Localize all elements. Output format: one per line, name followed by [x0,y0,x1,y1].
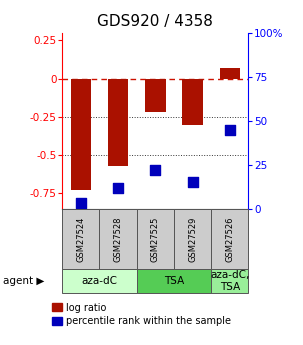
Text: GSM27526: GSM27526 [225,216,234,262]
Point [227,127,232,132]
Bar [182,79,203,125]
FancyBboxPatch shape [99,209,137,269]
FancyBboxPatch shape [62,209,99,269]
Text: aza-dC: aza-dC [82,276,117,286]
Text: GSM27528: GSM27528 [114,216,122,262]
FancyBboxPatch shape [211,209,248,269]
FancyBboxPatch shape [137,209,174,269]
Bar [71,79,91,190]
Text: GSM27524: GSM27524 [76,216,85,262]
Bar [220,68,240,79]
Text: TSA: TSA [164,276,184,286]
Point [153,167,158,173]
Bar [108,79,128,166]
Title: GDS920 / 4358: GDS920 / 4358 [97,14,213,29]
Text: GSM27529: GSM27529 [188,216,197,262]
Text: GSM27525: GSM27525 [151,216,160,262]
FancyBboxPatch shape [137,269,211,293]
Point [78,201,83,206]
Bar [145,79,165,112]
Point [190,179,195,185]
Legend: log ratio, percentile rank within the sample: log ratio, percentile rank within the sa… [52,303,231,326]
FancyBboxPatch shape [62,269,137,293]
Point [115,185,120,190]
Text: aza-dC,
TSA: aza-dC, TSA [210,270,249,292]
Text: agent ▶: agent ▶ [3,276,45,286]
FancyBboxPatch shape [174,209,211,269]
FancyBboxPatch shape [211,269,248,293]
